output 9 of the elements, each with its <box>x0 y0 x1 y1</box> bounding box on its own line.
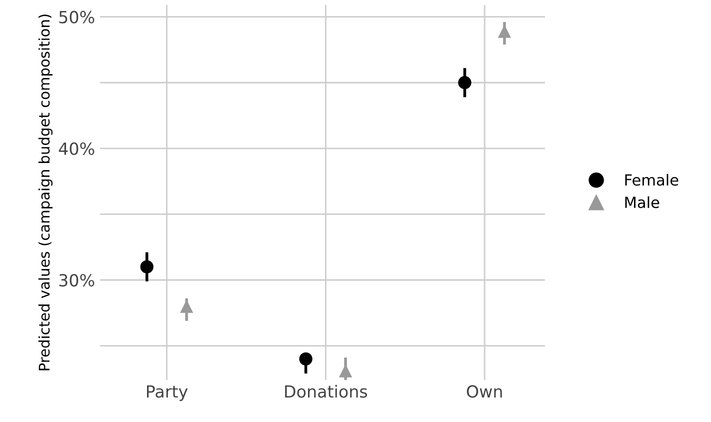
y-axis-title: Predicted values (campaign budget composition) <box>38 14 53 370</box>
y-tick-label: 30% <box>59 274 94 287</box>
y-tick-label: 50% <box>59 10 94 24</box>
legend-label: Female <box>625 174 678 186</box>
y-tick-label: 40% <box>58 142 94 155</box>
x-tick-label: Donations <box>285 384 368 398</box>
x-tick-label: Party <box>147 385 188 401</box>
legend-label: Male <box>625 196 660 208</box>
x-tick-label: Own <box>466 385 502 398</box>
